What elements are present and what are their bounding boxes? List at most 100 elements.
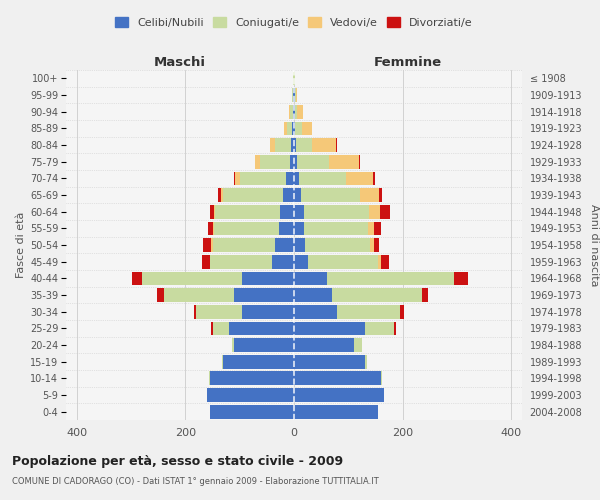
Bar [369, 205, 380, 218]
Bar [208, 222, 212, 235]
Bar [210, 405, 294, 418]
Bar [275, 138, 291, 152]
Legend: Celibi/Nubili, Coniugati/e, Vedovi/e, Divorziati/e: Celibi/Nubili, Coniugati/e, Vedovi/e, Di… [111, 12, 477, 32]
Bar [234, 172, 235, 185]
Bar [196, 305, 242, 318]
Bar [214, 222, 279, 235]
Bar [235, 172, 240, 185]
Text: Maschi: Maschi [154, 56, 206, 69]
Bar [294, 188, 301, 202]
Bar [142, 272, 242, 285]
Bar [210, 255, 272, 268]
Bar [381, 255, 389, 268]
Bar [292, 88, 293, 102]
Bar [221, 188, 223, 202]
Bar [294, 255, 308, 268]
Bar [295, 105, 297, 118]
Y-axis label: Anni di nascita: Anni di nascita [589, 204, 599, 286]
Bar [260, 155, 290, 168]
Bar [304, 222, 368, 235]
Bar [279, 222, 294, 235]
Bar [203, 238, 211, 252]
Bar [394, 322, 395, 335]
Bar [210, 372, 294, 385]
Text: Femmine: Femmine [374, 56, 442, 69]
Bar [370, 238, 374, 252]
Bar [286, 172, 294, 185]
Bar [374, 238, 379, 252]
Bar [365, 322, 394, 335]
Bar [291, 138, 294, 152]
Bar [234, 338, 294, 352]
Bar [229, 322, 294, 335]
Bar [294, 322, 365, 335]
Bar [422, 288, 428, 302]
Bar [365, 355, 367, 368]
Bar [454, 272, 468, 285]
Bar [215, 205, 280, 218]
Bar [295, 122, 302, 135]
Bar [211, 238, 212, 252]
Bar [132, 272, 142, 285]
Bar [368, 222, 374, 235]
Bar [242, 272, 294, 285]
Bar [294, 238, 305, 252]
Bar [210, 205, 214, 218]
Bar [294, 388, 383, 402]
Bar [373, 172, 376, 185]
Bar [242, 305, 294, 318]
Bar [290, 155, 294, 168]
Bar [400, 305, 404, 318]
Bar [283, 188, 294, 202]
Bar [296, 138, 312, 152]
Bar [378, 255, 381, 268]
Bar [294, 172, 299, 185]
Bar [212, 222, 214, 235]
Bar [294, 272, 326, 285]
Bar [329, 155, 359, 168]
Bar [280, 205, 294, 218]
Bar [332, 288, 422, 302]
Bar [308, 255, 378, 268]
Bar [379, 188, 382, 202]
Text: COMUNE DI CADORAGO (CO) - Dati ISTAT 1° gennaio 2009 - Elaborazione TUTTITALIA.I: COMUNE DI CADORAGO (CO) - Dati ISTAT 1° … [12, 478, 379, 486]
Bar [256, 155, 260, 168]
Bar [381, 372, 382, 385]
Bar [223, 355, 294, 368]
Bar [294, 122, 295, 135]
Bar [354, 338, 362, 352]
Bar [299, 172, 346, 185]
Bar [202, 255, 210, 268]
Bar [211, 322, 212, 335]
Bar [269, 138, 275, 152]
Bar [296, 88, 297, 102]
Bar [287, 122, 292, 135]
Bar [297, 155, 329, 168]
Bar [304, 205, 369, 218]
Bar [212, 322, 229, 335]
Bar [164, 288, 234, 302]
Bar [223, 188, 283, 202]
Bar [272, 255, 294, 268]
Bar [294, 372, 381, 385]
Bar [293, 105, 294, 118]
Bar [294, 355, 365, 368]
Bar [207, 388, 294, 402]
Bar [360, 188, 379, 202]
Bar [305, 238, 370, 252]
Bar [275, 238, 294, 252]
Bar [294, 155, 297, 168]
Bar [326, 272, 454, 285]
Bar [294, 405, 378, 418]
Bar [294, 222, 304, 235]
Y-axis label: Fasce di età: Fasce di età [16, 212, 26, 278]
Bar [380, 205, 389, 218]
Bar [374, 222, 381, 235]
Bar [218, 188, 221, 202]
Bar [294, 305, 337, 318]
Bar [337, 305, 400, 318]
Bar [234, 288, 294, 302]
Bar [292, 122, 294, 135]
Bar [284, 122, 287, 135]
Bar [240, 172, 286, 185]
